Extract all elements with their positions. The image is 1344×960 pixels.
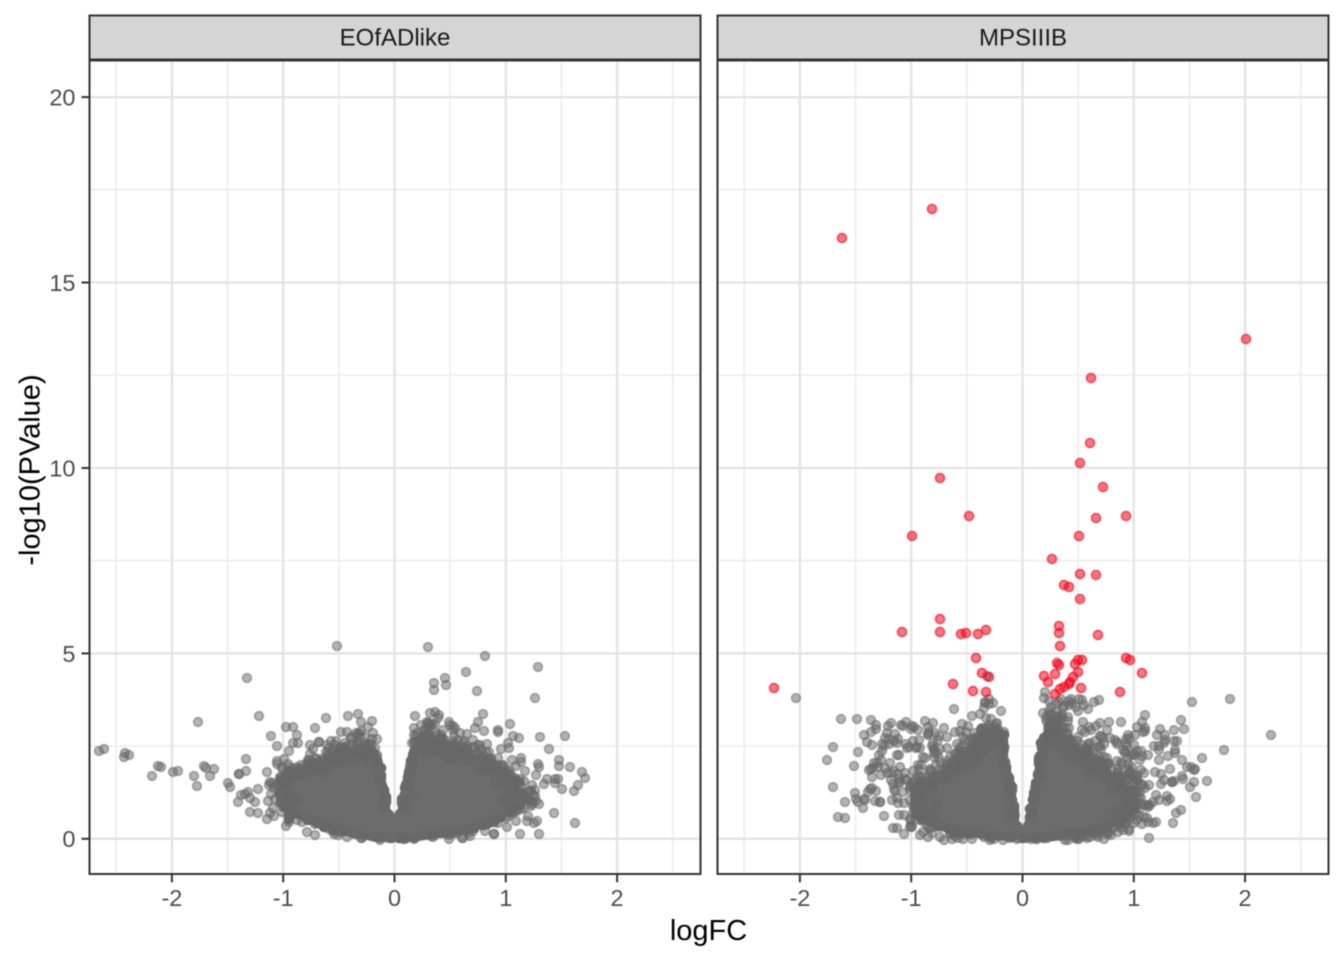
svg-text:MPSIIIB: MPSIIIB <box>979 24 1067 51</box>
svg-text:-1: -1 <box>273 885 294 911</box>
svg-text:1: 1 <box>499 885 512 911</box>
svg-text:-2: -2 <box>789 885 810 911</box>
svg-text:2: 2 <box>1239 885 1252 911</box>
svg-text:1: 1 <box>1127 885 1140 911</box>
svg-text:0: 0 <box>62 826 75 852</box>
svg-text:20: 20 <box>49 85 75 111</box>
svg-text:0: 0 <box>388 885 401 911</box>
svg-text:10: 10 <box>49 455 75 481</box>
svg-text:-log10(PValue): -log10(PValue) <box>14 374 46 565</box>
svg-text:logFC: logFC <box>670 915 747 947</box>
svg-text:-1: -1 <box>901 885 922 911</box>
svg-text:0: 0 <box>1016 885 1029 911</box>
svg-text:15: 15 <box>49 270 75 296</box>
svg-text:2: 2 <box>611 885 624 911</box>
svg-text:-2: -2 <box>161 885 182 911</box>
svg-text:5: 5 <box>62 641 75 667</box>
svg-text:EOfADlike: EOfADlike <box>340 24 451 51</box>
